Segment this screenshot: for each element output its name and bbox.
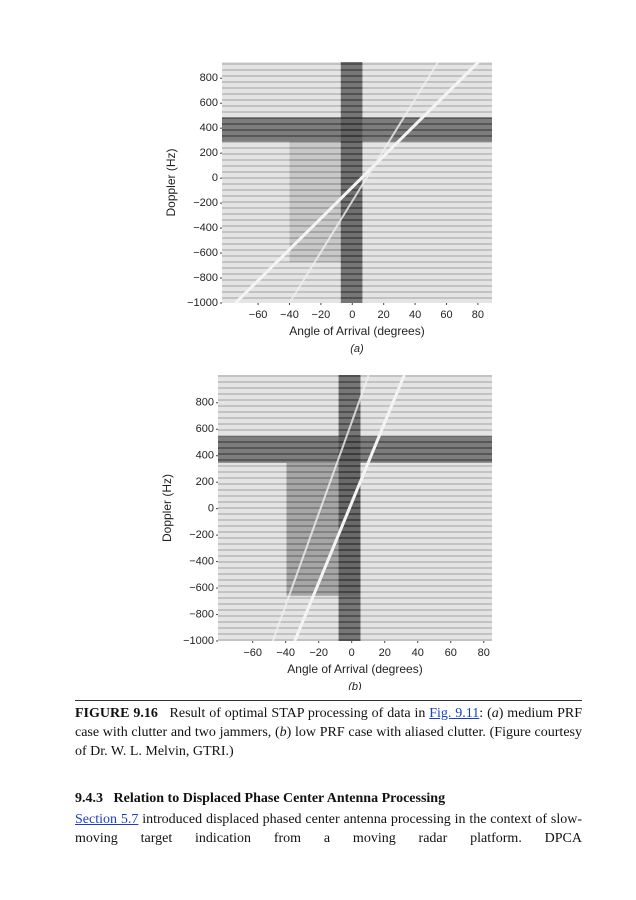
image-ridge — [234, 60, 480, 305]
section-number: 9.4.3 — [75, 791, 103, 806]
x-tick-label: 60 — [445, 647, 457, 659]
y-tick-label: 400 — [200, 122, 218, 134]
x-tick-label: 60 — [440, 309, 452, 321]
x-tick-label: −20 — [312, 309, 331, 321]
y-axis-label: Doppler (Hz) — [160, 474, 174, 542]
y-tick-label: 200 — [200, 147, 218, 159]
y-tick-label: 200 — [196, 476, 214, 488]
paragraph: Section 5.7 introduced displaced phased … — [75, 810, 582, 848]
y-tick-label: 400 — [196, 450, 214, 462]
x-tick-label: 20 — [379, 647, 391, 659]
x-tick-label: −60 — [249, 309, 268, 321]
paragraph-text: introduced displaced phased center anten… — [75, 812, 582, 846]
x-tick-label: 0 — [349, 647, 355, 659]
x-tick-label: −60 — [243, 647, 262, 659]
x-tick-label: 80 — [472, 309, 484, 321]
caption-rule — [75, 700, 582, 701]
caption-text: Result of optimal STAP processing of dat… — [169, 706, 430, 721]
x-tick-label: 40 — [409, 309, 421, 321]
section-heading: 9.4.3 Relation to Displaced Phase Center… — [75, 791, 445, 807]
y-tick-label: −800 — [189, 608, 214, 620]
image-band — [286, 462, 361, 596]
x-tick-label: 0 — [349, 309, 355, 321]
x-tick-label: 40 — [412, 647, 424, 659]
y-tick-label: 800 — [196, 397, 214, 409]
caption-text: ) low PRF case with aliased clutter. (Fi… — [75, 725, 582, 759]
panel-label: (a) — [350, 343, 364, 355]
caption-text: ) medium PRF case with clutter and two j… — [75, 706, 582, 740]
x-tick-label: −20 — [309, 647, 328, 659]
figure-link[interactable]: Fig. 9.11 — [429, 706, 480, 721]
caption: FIGURE 9.16 Result of optimal STAP proce… — [75, 704, 582, 761]
y-axis-label: Doppler (Hz) — [164, 148, 178, 216]
panel-label: (b) — [348, 681, 362, 690]
x-tick-label: −40 — [276, 647, 295, 659]
section-link[interactable]: Section 5.7 — [75, 812, 139, 827]
y-tick-label: −400 — [189, 556, 214, 568]
image-ridge — [271, 374, 370, 642]
y-tick-label: −600 — [193, 247, 218, 259]
image-ridge — [288, 61, 439, 304]
x-tick-label: 80 — [478, 647, 490, 659]
x-tick-label: 20 — [378, 309, 390, 321]
caption-text: a — [491, 706, 499, 721]
y-tick-label: 800 — [200, 72, 218, 84]
y-tick-label: −600 — [189, 582, 214, 594]
y-tick-label: −200 — [193, 197, 218, 209]
x-axis-label: Angle of Arrival (degrees) — [287, 662, 422, 676]
y-tick-label: 600 — [200, 97, 218, 109]
caption-text: : ( — [479, 706, 492, 721]
y-tick-label: 0 — [208, 503, 214, 515]
image-ridge — [293, 374, 406, 642]
caption-text: b — [279, 725, 287, 740]
y-tick-label: 0 — [212, 172, 218, 184]
y-tick-label: −800 — [193, 272, 218, 284]
x-axis-label: Angle of Arrival (degrees) — [289, 324, 424, 338]
y-tick-label: 600 — [196, 423, 214, 435]
caption-label: FIGURE 9.16 — [75, 706, 158, 721]
x-tick-label: −40 — [280, 309, 299, 321]
y-tick-label: −200 — [189, 529, 214, 541]
y-tick-label: −1000 — [183, 635, 214, 647]
y-tick-label: −1000 — [187, 297, 218, 309]
y-tick-label: −400 — [193, 222, 218, 234]
section-title: Relation to Displaced Phase Center Anten… — [113, 791, 446, 806]
